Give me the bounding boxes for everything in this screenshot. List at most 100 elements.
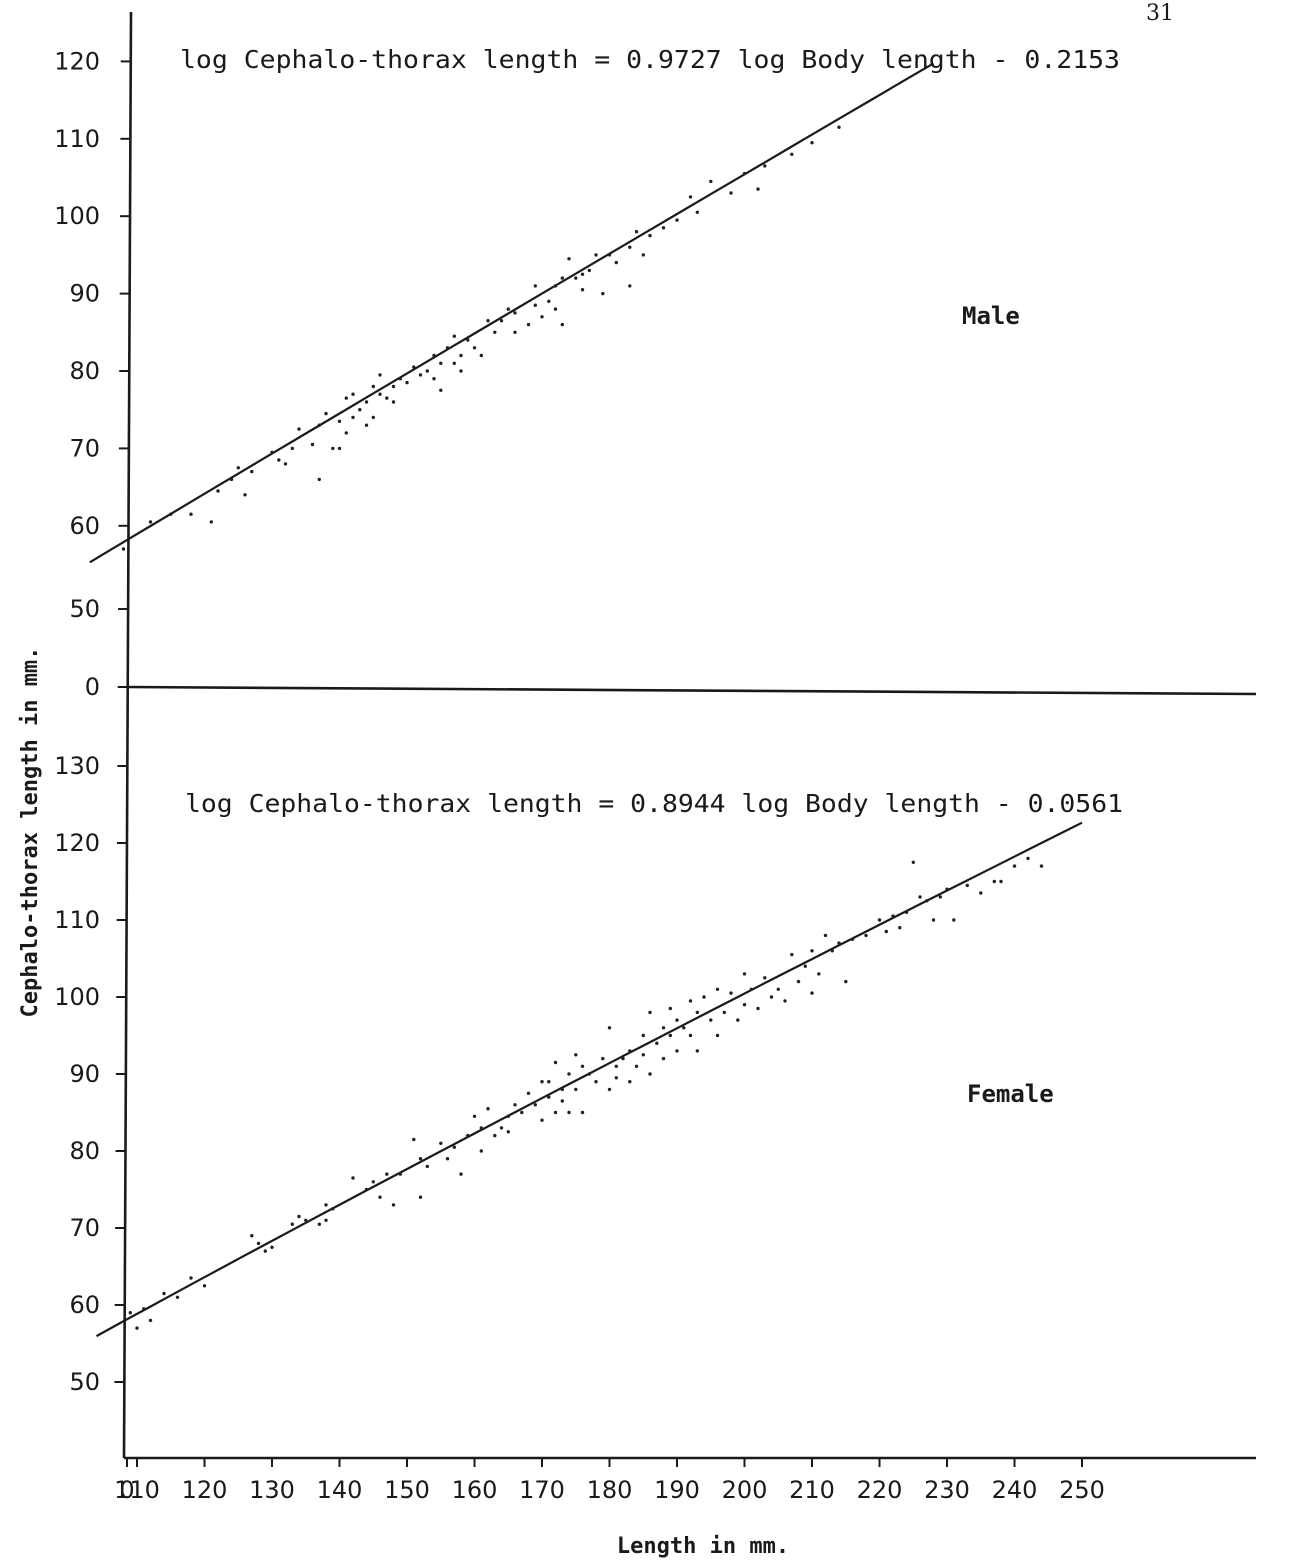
data-point-female (560, 1099, 564, 1103)
data-point-female (688, 999, 693, 1003)
data-point-male (628, 245, 632, 249)
data-point-female (938, 895, 942, 899)
x-tick-label: 110 (114, 1476, 160, 1504)
data-point-female (452, 1145, 456, 1149)
data-point-female (324, 1218, 328, 1223)
data-point-male (493, 330, 497, 334)
data-point-female (965, 883, 969, 888)
data-point-male (250, 469, 254, 474)
data-point-female (378, 1195, 382, 1199)
data-point-male (648, 233, 652, 238)
data-point-female (736, 1018, 740, 1022)
data-point-female (709, 1018, 713, 1022)
data-point-female (189, 1276, 193, 1280)
data-point-male (418, 373, 423, 377)
data-point-female (796, 979, 801, 984)
data-point-female (574, 1087, 578, 1092)
data-point-male (607, 253, 612, 257)
data-point-male (547, 299, 551, 303)
data-point-male (439, 361, 443, 365)
x-axis-title: Length in mm. (617, 1534, 789, 1559)
data-point-male (574, 276, 578, 280)
data-point-female (749, 987, 753, 991)
x-tick-label: 190 (654, 1476, 700, 1504)
x-tick-label: 220 (857, 1476, 903, 1504)
data-point-male (169, 512, 173, 516)
data-point-male (567, 257, 571, 261)
male-panel-label: Male (962, 302, 1020, 330)
data-point-female (648, 1010, 652, 1015)
data-point-male (729, 191, 733, 195)
x-tick-label: 160 (452, 1476, 498, 1504)
page-number: 31 (1146, 1, 1174, 26)
x-tick-label: 150 (384, 1476, 430, 1504)
data-point-female (479, 1149, 483, 1153)
data-point-female (891, 914, 895, 918)
data-point-female (729, 991, 733, 995)
data-point-female (742, 972, 747, 976)
data-point-male (641, 253, 645, 257)
data-point-male (479, 353, 483, 358)
data-point-female (547, 1080, 551, 1084)
data-point-female (695, 1010, 699, 1015)
data-point-male (763, 164, 767, 168)
data-point-male (742, 171, 747, 176)
data-point-female (513, 1103, 517, 1107)
data-point-male (270, 450, 274, 454)
data-point-male (290, 446, 294, 451)
data-point-male (540, 315, 544, 319)
data-point-female (668, 1033, 672, 1038)
data-point-female (506, 1114, 510, 1119)
data-point-female (641, 1053, 645, 1057)
data-point-male (459, 369, 463, 373)
data-point-male (506, 307, 510, 311)
data-point-female (979, 891, 983, 895)
y-tick-label: 80 (69, 357, 100, 385)
data-point-female (175, 1295, 180, 1300)
y-tick-label: 100 (54, 983, 100, 1011)
data-point-male (810, 141, 814, 145)
data-point-male (756, 187, 760, 191)
data-point-female (634, 1064, 639, 1069)
data-point-female (790, 952, 794, 957)
data-point-male (499, 319, 504, 323)
data-point-female (614, 1064, 618, 1069)
data-point-female (756, 1006, 760, 1011)
x-tick-label: 130 (249, 1476, 295, 1504)
regression-line-male (89, 62, 935, 564)
data-point-female (884, 929, 888, 934)
data-point-female (331, 1207, 335, 1211)
data-point-female (648, 1072, 652, 1076)
x-tick-label: 230 (924, 1476, 970, 1504)
data-point-female (533, 1103, 537, 1107)
data-point-male (371, 384, 375, 389)
data-point-male (148, 520, 153, 524)
data-point-female (675, 1018, 679, 1022)
y-tick-label: 70 (69, 1214, 100, 1242)
data-point-male (439, 388, 443, 392)
data-point-female (425, 1164, 429, 1169)
data-point-female (506, 1130, 510, 1134)
y-tick-label: 100 (54, 202, 100, 230)
data-point-female (263, 1249, 267, 1253)
data-point-male (688, 195, 693, 199)
panel-divider-line (127, 685, 1257, 696)
data-point-female (520, 1110, 524, 1115)
data-point-female (668, 1006, 672, 1011)
data-point-male (533, 303, 537, 307)
x-tick-label: 210 (789, 1476, 835, 1504)
data-point-male (580, 272, 585, 276)
data-point-male (398, 377, 402, 381)
data-point-female (290, 1222, 294, 1226)
data-point-male (553, 307, 558, 311)
data-point-female (715, 1033, 720, 1038)
data-point-male (391, 384, 396, 389)
data-point-male (472, 346, 477, 350)
y-tick-label: 90 (69, 1060, 100, 1088)
data-point-female (715, 987, 720, 991)
data-point-female (844, 979, 848, 984)
data-point-male (661, 226, 666, 230)
data-point-female (823, 933, 828, 938)
data-point-female (628, 1080, 632, 1084)
data-point-female (682, 1026, 686, 1030)
